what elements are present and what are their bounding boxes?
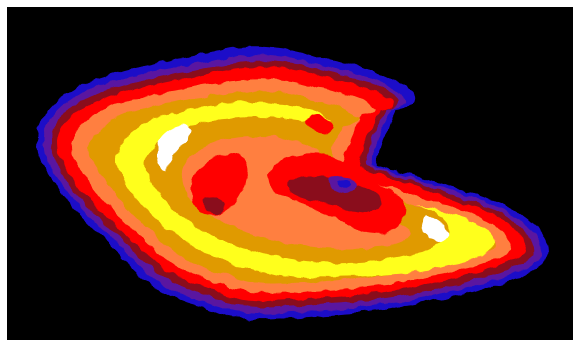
blue-core <box>338 179 351 188</box>
intensity-cloud-graphic <box>36 46 548 320</box>
red-core-top <box>306 115 333 134</box>
white-highlight-right <box>421 215 448 242</box>
false-color-image <box>7 7 573 340</box>
dark-red-core <box>286 176 382 213</box>
white-highlight-left <box>157 125 193 172</box>
dark-red-core-left <box>204 196 226 214</box>
yellow-band <box>116 102 495 278</box>
